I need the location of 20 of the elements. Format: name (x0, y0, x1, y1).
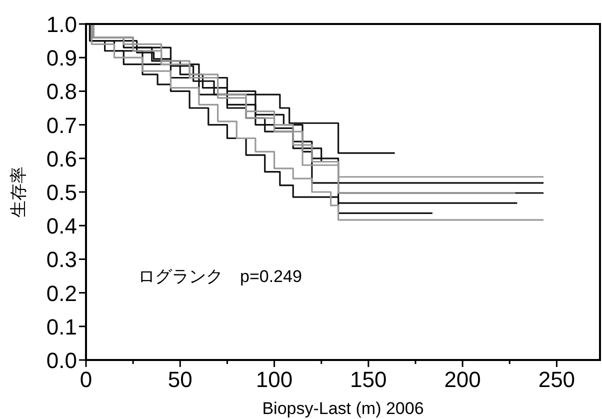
y-tick-label: 0.8 (46, 79, 77, 104)
x-axis-title: Biopsy-Last (m) 2006 (262, 399, 424, 418)
annotation: ログランク p=0.249 (138, 267, 302, 286)
y-tick-label: 0.5 (46, 180, 77, 205)
y-tick-label: 0.6 (46, 146, 77, 172)
x-tick-label: 250 (538, 367, 576, 392)
x-tick-label: 100 (256, 367, 293, 392)
y-tick-label: 0.7 (46, 112, 77, 138)
x-tick-label: 50 (168, 367, 192, 392)
y-tick-label: 1.0 (46, 12, 77, 37)
y-axis-title: 生存率 (9, 166, 28, 218)
x-tick-label: 0 (80, 367, 92, 392)
y-tick-label: 0.9 (46, 46, 77, 71)
y-tick-label: 0.1 (46, 314, 77, 340)
y-tick-label: 0.0 (46, 348, 77, 373)
y-tick-label: 0.2 (46, 280, 77, 306)
y-tick-label: 0.4 (46, 214, 77, 239)
x-tick-label: 150 (350, 367, 387, 392)
x-tick-label: 200 (444, 367, 481, 392)
y-tick-label: 0.3 (46, 247, 77, 272)
